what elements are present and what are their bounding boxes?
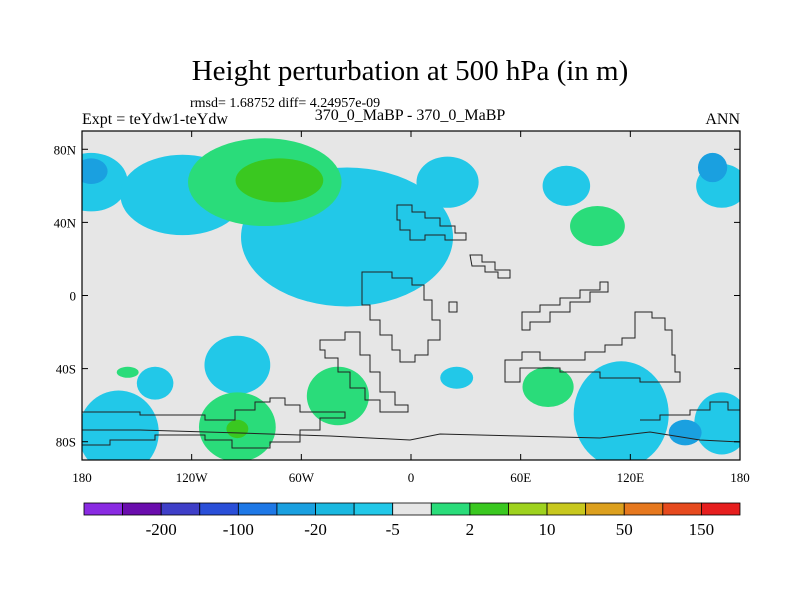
colorbar-box [701,502,741,516]
colorbar-box [623,502,664,516]
colorbar-box [237,502,278,516]
coastline-south-america-link [319,331,409,413]
y-tick-label: 0 [70,289,77,304]
colorbar-box [430,502,471,516]
field-patch-level-2 [306,366,369,426]
field-patch-level-2 [570,205,625,247]
colorbar-box [353,502,394,516]
coastline-india [469,254,511,279]
colorbar-label: -200 [146,520,177,539]
x-tick-label: 120W [176,470,209,485]
colorbar-label: -5 [386,520,400,539]
x-tick-label: 60E [510,470,531,485]
colorbar-box [508,502,548,516]
colorbar-box [160,502,201,516]
field-patch-level-neg20 [82,158,108,185]
stats-label: rmsd= 1.68752 diff= 4.24957e-09 [190,96,380,111]
chart-title: Height perturbation at 500 hPa (in m) [192,55,629,87]
experiment-label: Expt = teYdw1-teYdw [82,111,228,128]
x-tick-label: 180 [730,470,750,485]
colorbar-box [276,502,316,516]
field-patch-level-neg5 [694,392,740,455]
field-patch-level-2 [116,366,139,378]
colorbar-box [315,502,355,516]
coastline-indonesia [521,281,609,331]
field-patch-level-neg5 [573,361,669,460]
season-label: ANN [705,111,740,128]
coastlines [82,204,740,449]
field-patch-level-neg5 [416,156,479,208]
field-patch-level-2 [522,366,574,407]
period-label: 370_0_MaBP - 370_0_MaBP [315,107,506,124]
field-patch-level-neg5 [440,366,474,389]
colorbar-box [122,502,162,516]
y-tick-label: 80N [54,142,77,157]
coastline-antarctic-peninsula [640,401,740,421]
colorbar-label: -100 [223,520,254,539]
x-tick-label: 60W [289,470,315,485]
coastline-small-island [448,301,458,313]
coastline-antarctica [82,429,740,443]
field-patch-level-10 [226,419,249,439]
colorbar-box [546,502,587,516]
field-patch-level-neg20 [697,152,728,183]
coastline-southern-landmass [82,397,346,449]
colorbar-box [662,502,702,516]
colorbar-box [392,502,432,516]
colorbar-box [199,502,239,516]
colorbar-box [83,502,123,516]
colorbar-label: 10 [539,520,556,539]
colorbar-label: 50 [616,520,633,539]
field-patch-level-neg5 [82,390,159,460]
colorbar: -200 -100 -20 -5 2 10 50 150 [83,502,741,539]
field-patch-level-neg5 [204,335,271,395]
coastline-europe [396,204,467,241]
y-tick-label: 80S [56,435,76,450]
colorbar-box [469,502,509,516]
field-patch-level-neg20 [668,419,702,446]
field-patch-level-neg5 [542,165,591,206]
colorbar-label: -20 [304,520,327,539]
contour-fields [82,138,740,460]
field-patch-level-neg5 [136,366,174,400]
coastline-africa [361,271,441,363]
colorbar-label: 150 [689,520,715,539]
field-patch-level-10 [235,158,324,203]
x-tick-label: 120E [617,470,645,485]
colorbar-label: 2 [466,520,475,539]
coastline-australia [504,311,681,383]
colorbar-box [585,502,625,516]
y-tick-label: 40N [54,215,77,230]
y-tick-label: 40S [56,362,76,377]
x-tick-label: 180 [72,470,92,485]
x-tick-label: 0 [408,470,415,485]
axes: 180 120W 60W 0 60E 120E 180 80N 40N 0 40S 80S [54,131,750,485]
